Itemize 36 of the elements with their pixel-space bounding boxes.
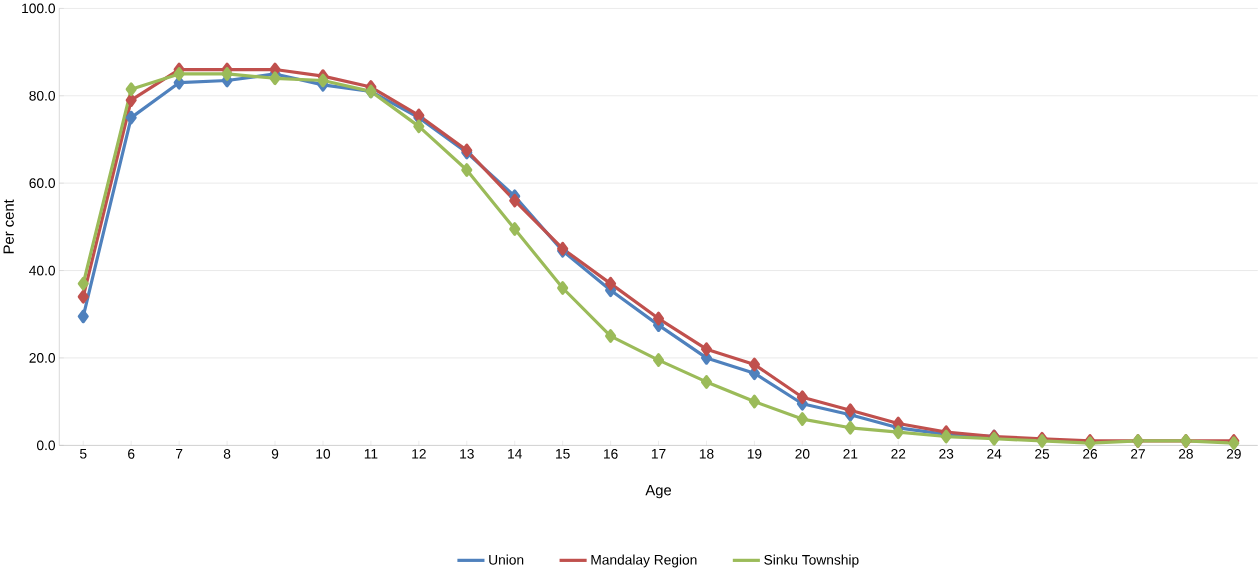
y-tick-label: 80.0 bbox=[29, 90, 56, 101]
y-axis-title: Per cent bbox=[3, 199, 14, 254]
x-tick-label: 12 bbox=[412, 448, 426, 459]
y-tick-label: 60.0 bbox=[29, 178, 56, 188]
x-tick-label: 25 bbox=[1035, 448, 1050, 459]
y-tick-label: 0.0 bbox=[36, 440, 56, 450]
x-tick-label: 23 bbox=[939, 448, 954, 459]
x-tick-label: 13 bbox=[460, 448, 474, 459]
x-tick-label: 27 bbox=[1130, 448, 1145, 459]
x-tick-label: 24 bbox=[987, 448, 1002, 459]
x-tick-label: 9 bbox=[271, 448, 279, 459]
legend-label: Mandalay Region bbox=[591, 554, 697, 568]
x-tick-label: 7 bbox=[176, 448, 183, 459]
x-tick-label: 20 bbox=[795, 448, 810, 459]
x-tick-label: 21 bbox=[843, 448, 858, 459]
x-tick-label: 18 bbox=[699, 448, 714, 459]
x-tick-label: 10 bbox=[316, 448, 331, 459]
x-tick-label: 6 bbox=[128, 448, 135, 459]
x-tick-label: 17 bbox=[651, 448, 666, 459]
x-tick-label: 28 bbox=[1178, 448, 1193, 459]
x-tick-label: 19 bbox=[747, 448, 762, 459]
x-tick-label: 11 bbox=[364, 448, 378, 459]
x-tick-label: 14 bbox=[508, 448, 522, 459]
legend-label: Sinku Township bbox=[764, 554, 859, 568]
x-tick-label: 8 bbox=[223, 448, 231, 459]
x-tick-label: 15 bbox=[556, 448, 570, 459]
x-tick-label: 29 bbox=[1226, 448, 1241, 459]
y-tick-label: 100.0 bbox=[22, 3, 56, 14]
x-tick-label: 22 bbox=[891, 448, 906, 459]
x-tick-label: 5 bbox=[79, 448, 87, 459]
y-tick-label: 20.0 bbox=[29, 352, 56, 363]
x-axis-title: Age bbox=[645, 484, 672, 499]
y-tick-label: 40.0 bbox=[29, 265, 56, 276]
x-tick-label: 26 bbox=[1083, 448, 1098, 459]
legend-label: Union bbox=[489, 554, 524, 565]
x-tick-label: 16 bbox=[604, 448, 618, 459]
